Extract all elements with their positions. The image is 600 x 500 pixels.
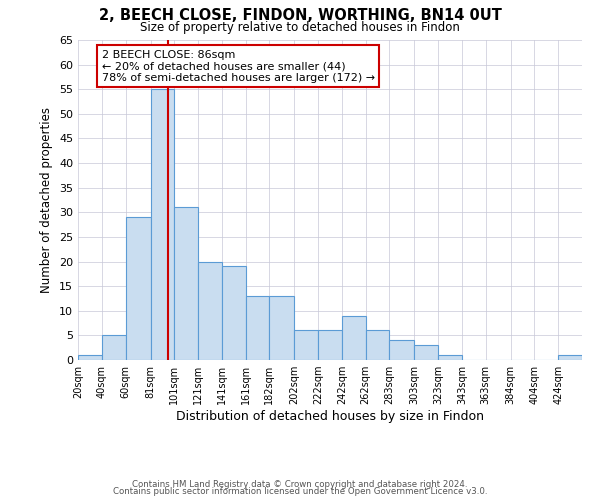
Bar	[102, 336, 125, 360]
Text: 2, BEECH CLOSE, FINDON, WORTHING, BN14 0UT: 2, BEECH CLOSE, FINDON, WORTHING, BN14 0…	[98, 8, 502, 22]
Bar	[269, 296, 295, 360]
Bar	[318, 330, 342, 360]
Bar	[342, 316, 365, 360]
Bar	[438, 355, 462, 360]
X-axis label: Distribution of detached houses by size in Findon: Distribution of detached houses by size …	[176, 410, 484, 423]
Y-axis label: Number of detached properties: Number of detached properties	[40, 107, 53, 293]
Text: Contains HM Land Registry data © Crown copyright and database right 2024.: Contains HM Land Registry data © Crown c…	[132, 480, 468, 489]
Bar	[198, 262, 222, 360]
Bar	[222, 266, 245, 360]
Bar	[78, 355, 102, 360]
Text: Size of property relative to detached houses in Findon: Size of property relative to detached ho…	[140, 21, 460, 34]
Bar	[245, 296, 269, 360]
Bar	[125, 217, 151, 360]
Bar	[174, 208, 198, 360]
Text: 2 BEECH CLOSE: 86sqm
← 20% of detached houses are smaller (44)
78% of semi-detac: 2 BEECH CLOSE: 86sqm ← 20% of detached h…	[102, 50, 375, 83]
Bar	[558, 355, 582, 360]
Bar	[389, 340, 415, 360]
Bar	[295, 330, 318, 360]
Text: Contains public sector information licensed under the Open Government Licence v3: Contains public sector information licen…	[113, 487, 487, 496]
Bar	[365, 330, 389, 360]
Bar	[151, 89, 174, 360]
Bar	[415, 345, 438, 360]
